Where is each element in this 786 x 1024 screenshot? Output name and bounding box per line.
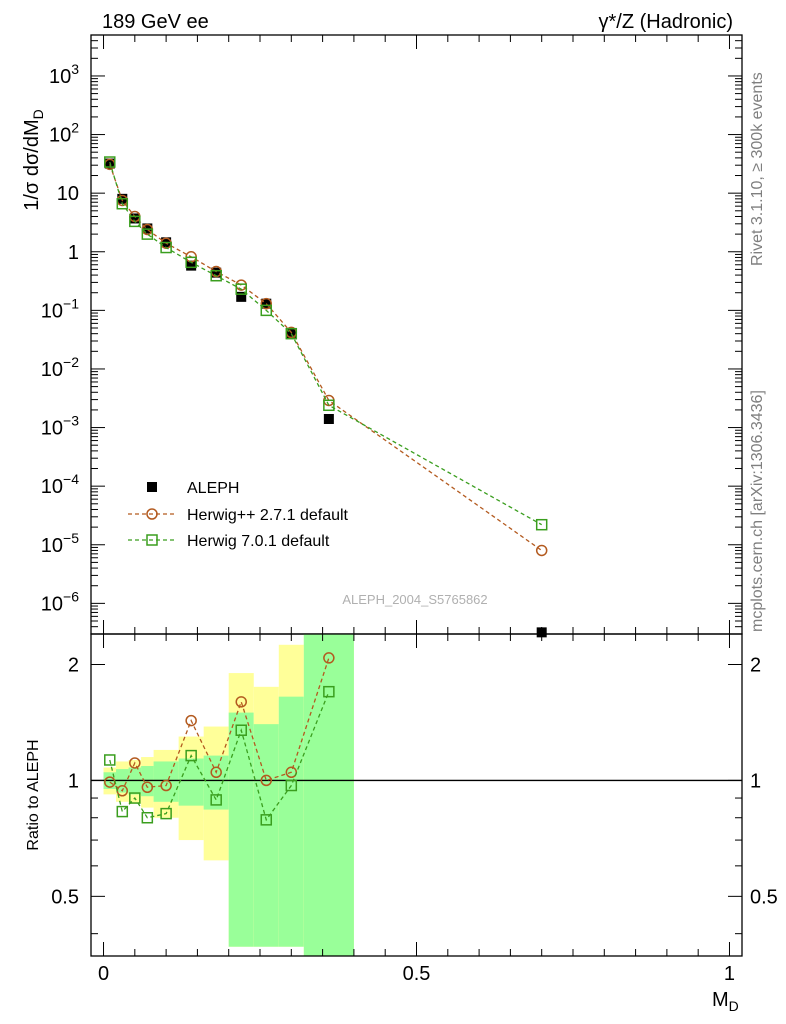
ratio-y-tick-label: 2 <box>68 654 79 676</box>
x-axis-title: MD <box>712 989 739 1014</box>
y-tick-label: 10 <box>57 183 79 205</box>
ratio-point-0-5 <box>185 714 197 727</box>
y-tick-label: 10−3 <box>41 413 79 440</box>
band-green-5 <box>178 758 204 806</box>
legend-marker-0 <box>147 482 157 492</box>
x-tick-label: 1 <box>724 963 735 985</box>
ratio-point-0-6 <box>210 766 222 779</box>
ratio-point-1-5 <box>185 749 197 762</box>
data-point-1-8 <box>260 297 273 310</box>
watermark: ALEPH_2004_S5765862 <box>342 592 487 607</box>
band-green-7 <box>228 712 254 947</box>
data-point-0-11 <box>536 627 547 638</box>
y-tick-label: 10−5 <box>41 530 79 557</box>
y-tick-label: 10−2 <box>41 354 79 381</box>
data-point-2-5 <box>185 256 197 269</box>
series-line-1 <box>109 164 543 551</box>
y-tick-label: 10−1 <box>41 295 79 322</box>
band-green-10 <box>303 634 354 956</box>
series-line-2 <box>109 161 543 526</box>
data-point-0-2 <box>129 213 140 224</box>
ratio-point-0-8 <box>260 774 273 787</box>
rivet-label: Rivet 3.1.10, ≥ 300k events <box>749 72 766 266</box>
ratio-point-1-8 <box>260 814 273 826</box>
legend-label-0: ALEPH <box>187 480 239 497</box>
data-point-0-5 <box>186 260 197 271</box>
upper-panel: 10−6 10−5 10−4 10−3 10−2 10−1 1 10 102 103 ALEPH He… <box>41 34 743 638</box>
ratio-point-0-3 <box>141 781 154 793</box>
y-tick-label: 102 <box>49 120 79 147</box>
data-point-2-4 <box>160 241 172 254</box>
ratio-axis-title: Ratio to ALEPH <box>25 739 42 850</box>
legend-marker-1 <box>146 508 158 520</box>
band-green-4 <box>153 761 179 802</box>
y-tick-label: 10−4 <box>41 471 79 498</box>
y-tick-label: 103 <box>49 61 79 88</box>
ratio-point-0-10 <box>323 652 335 664</box>
band-green-9 <box>278 696 304 947</box>
band-green-3 <box>141 766 154 797</box>
data-point-2-3 <box>141 228 154 240</box>
lower-panel: 0 0.5 1 0.5 0.5 1 1 2 2 <box>51 633 778 985</box>
ratio-y-tick-label-right: 0.5 <box>750 886 778 908</box>
x-tick-label: 0.5 <box>403 963 431 985</box>
header-left: 189 GeV ee <box>102 11 209 33</box>
data-point-2-0 <box>104 156 116 168</box>
ratio-point-0-2 <box>129 757 141 769</box>
data-point-0-6 <box>211 267 222 278</box>
ratio-point-0-4 <box>160 779 172 792</box>
data-point-2-6 <box>210 269 222 282</box>
data-point-2-10 <box>323 399 335 412</box>
ratio-point-1-9 <box>285 779 298 792</box>
ratio-point-1-1 <box>116 805 129 818</box>
ratio-y-tick-label-right: 2 <box>750 654 761 676</box>
ratio-point-1-6 <box>210 794 222 806</box>
ratio-y-tick-label-right: 1 <box>750 770 761 792</box>
ratio-point-0-7 <box>235 696 247 708</box>
ratio-point-1-10 <box>323 685 335 698</box>
data-point-2-2 <box>129 215 141 228</box>
mcplots-label: mcplots.cern.ch [arXiv:1306.3436] <box>749 390 766 632</box>
ratio-point-1-7 <box>235 724 247 736</box>
data-point-2-11 <box>535 518 548 531</box>
legend-marker-2 <box>146 534 158 546</box>
ratio-point-1-3 <box>141 811 154 824</box>
y-tick-label: 10−6 <box>41 588 79 615</box>
ratio-y-tick-label: 0.5 <box>51 886 79 908</box>
y-axis-title: 1/σ dσ/dMD <box>21 109 46 211</box>
legend-label-1: Herwig++ 2.7.1 default <box>187 507 349 524</box>
ratio-point-1-4 <box>160 807 172 820</box>
header-right: γ*/Z (Hadronic) <box>599 11 733 33</box>
data-point-1-11 <box>535 544 548 557</box>
ratio-point-1-0 <box>104 754 116 766</box>
data-point-0-7 <box>236 291 247 302</box>
legend-label-2: Herwig 7.0.1 default <box>187 533 330 550</box>
ratio-line-0 <box>109 657 330 792</box>
band-green-8 <box>253 724 279 947</box>
data-point-0-10 <box>323 413 334 424</box>
ratio-y-tick-label: 1 <box>68 770 79 792</box>
data-point-2-9 <box>285 327 298 340</box>
band-green-6 <box>203 755 229 810</box>
data-point-2-1 <box>116 197 129 210</box>
y-tick-label: 1 <box>68 242 79 264</box>
data-point-2-7 <box>235 283 247 295</box>
ratio-point-1-2 <box>129 792 141 804</box>
data-point-2-8 <box>260 304 273 317</box>
x-tick-label: 0 <box>98 963 109 985</box>
